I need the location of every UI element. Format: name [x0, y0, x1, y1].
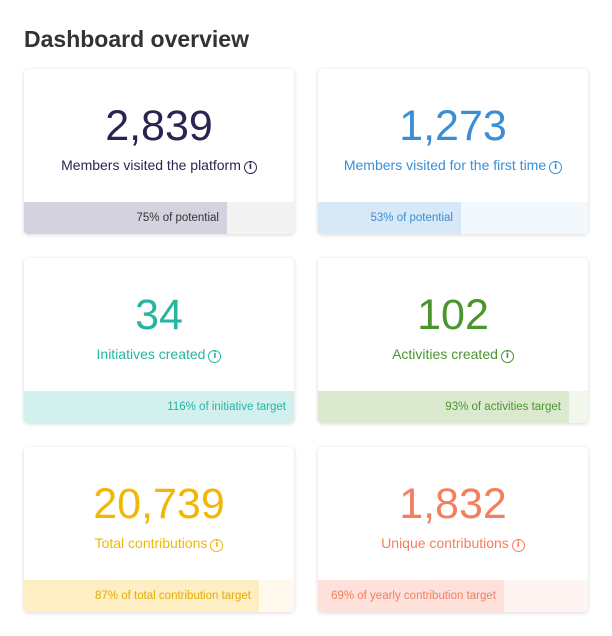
card-first-time-visitors: 1,273 Members visited for the first time… — [318, 69, 588, 234]
card-value: 2,839 — [105, 102, 213, 150]
card-value: 34 — [135, 291, 183, 339]
progress-bar-fill — [318, 202, 461, 234]
card-label-row: Total contributions i — [24, 534, 294, 552]
card-label: Activities created — [392, 346, 498, 362]
info-icon[interactable]: i — [208, 350, 222, 363]
info-icon[interactable]: i — [549, 161, 563, 174]
card-value: 20,739 — [93, 480, 225, 528]
info-icon[interactable]: i — [511, 539, 525, 552]
card-label: Members visited for the first time — [343, 157, 547, 173]
progress-label: 87% of total contribution target — [95, 590, 251, 602]
progress-bar-fill — [318, 580, 504, 612]
card-unique-contributions: 1,832 Unique contributions i 69% of yearl… — [318, 447, 588, 612]
card-value: 1,273 — [399, 102, 507, 150]
progress-bar: 69% of yearly contribution target — [318, 580, 588, 612]
progress-label: 116% of initiative target — [167, 401, 286, 413]
info-icon[interactable]: i — [500, 350, 514, 363]
progress-bar-fill — [24, 202, 227, 234]
progress-bar: 53% of potential — [318, 202, 588, 234]
page-title: Dashboard overview — [24, 26, 249, 52]
card-label: Total contributions — [94, 535, 208, 551]
card-members-visited: 2,839 Members visited the platform i 75% … — [24, 69, 294, 234]
progress-bar-fill — [24, 391, 294, 423]
info-icon[interactable]: i — [210, 539, 224, 552]
progress-bar: 93% of activities target — [318, 391, 588, 423]
card-label: Initiatives created — [96, 346, 206, 362]
card-total-contributions: 20,739 Total contributions i 87% of total… — [24, 447, 294, 612]
card-label: Unique contributions — [381, 535, 509, 551]
progress-label: 53% of potential — [370, 212, 453, 224]
card-label-row: Initiatives created i — [24, 345, 294, 363]
card-label-row: Members visited the platform i — [24, 156, 294, 174]
card-value: 102 — [417, 291, 489, 339]
card-label-row: Members visited for the first time i — [318, 156, 588, 174]
card-label-row: Unique contributions i — [318, 534, 588, 552]
info-icon[interactable]: i — [243, 161, 257, 174]
progress-bar: 116% of initiative target — [24, 391, 294, 423]
progress-label: 93% of activities target — [445, 401, 561, 413]
progress-bar-fill — [24, 580, 259, 612]
progress-bar-fill — [318, 391, 569, 423]
progress-bar: 75% of potential — [24, 202, 294, 234]
progress-label: 75% of potential — [136, 212, 219, 224]
progress-bar: 87% of total contribution target — [24, 580, 294, 612]
card-value: 1,832 — [399, 480, 507, 528]
progress-label: 69% of yearly contribution target — [331, 590, 496, 602]
card-initiatives-created: 34 Initiatives created i 116% of initiati… — [24, 258, 294, 423]
card-label-row: Activities created i — [318, 345, 588, 363]
card-activities-created: 102 Activities created i 93% of activitie… — [318, 258, 588, 423]
card-label: Members visited the platform — [61, 157, 241, 173]
